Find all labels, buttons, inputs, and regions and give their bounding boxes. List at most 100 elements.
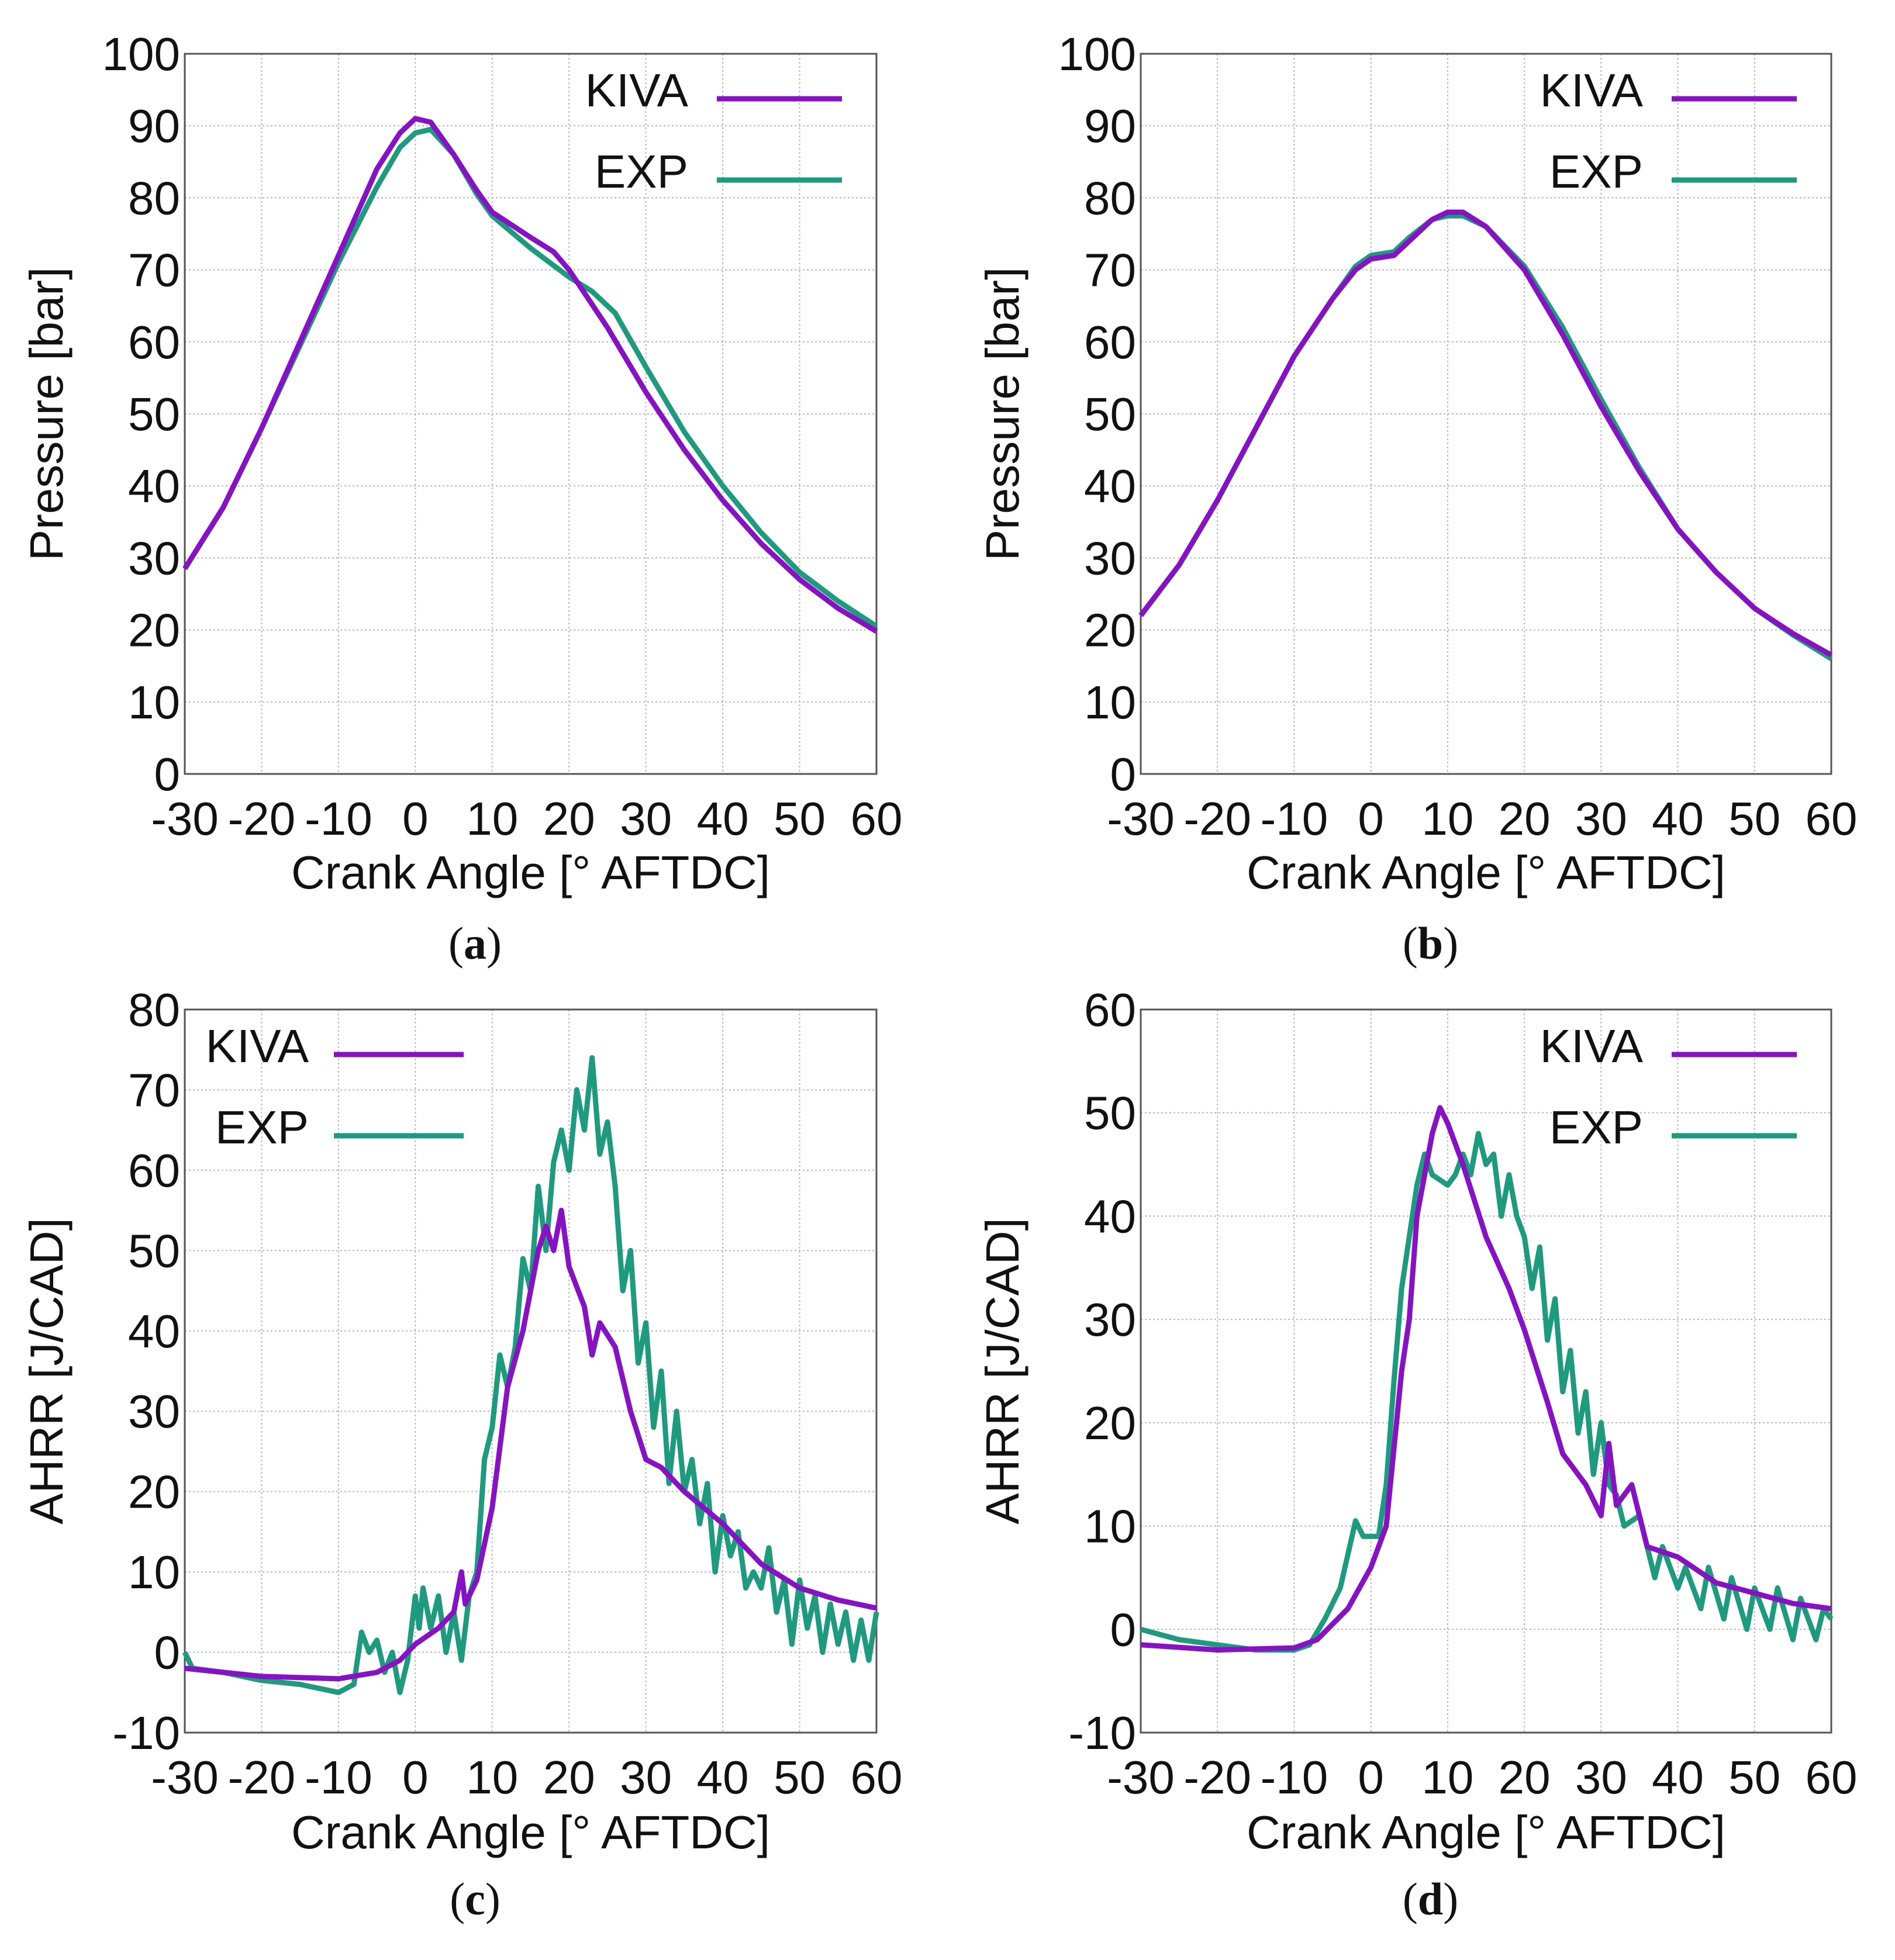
caption-letter: d [1418, 1873, 1443, 1924]
x-tick-label: -20 [1183, 1751, 1251, 1803]
x-tick-label: -10 [1261, 1751, 1328, 1803]
y-tick-label: 100 [1058, 28, 1136, 80]
x-tick-label: 0 [402, 1751, 429, 1803]
caption-letter: b [1418, 918, 1443, 969]
x-tick-label: -30 [1107, 1751, 1175, 1803]
y-tick-label: 70 [128, 244, 180, 296]
x-tick-label: -20 [1183, 793, 1251, 845]
y-tick-label: 0 [1110, 1603, 1137, 1655]
x-tick-label: 40 [697, 793, 749, 845]
x-tick-label: 60 [851, 1751, 903, 1803]
legend-label-kiva: KIVA [1540, 1020, 1644, 1072]
y-tick-label: 60 [128, 1145, 180, 1197]
legend-label-exp: EXP [215, 1101, 309, 1153]
x-tick-label: -20 [228, 793, 296, 845]
y-tick-label: 20 [1084, 1397, 1136, 1449]
y-tick-label: 70 [1084, 244, 1136, 296]
x-tick-label: -30 [151, 793, 219, 845]
y-tick-label: 40 [128, 460, 180, 512]
x-tick-label: -20 [228, 1751, 296, 1803]
legend-label-kiva: KIVA [585, 64, 689, 116]
y-tick-label: 10 [1084, 676, 1136, 728]
y-tick-label: 50 [1084, 388, 1136, 440]
y-tick-label: 40 [1084, 460, 1136, 512]
x-tick-label: 10 [1421, 1751, 1473, 1803]
y-tick-label: 50 [128, 388, 180, 440]
legend-label-exp: EXP [595, 146, 688, 198]
y-tick-label: 30 [128, 1385, 180, 1437]
x-tick-label: 10 [466, 1751, 518, 1803]
y-tick-label: 60 [1084, 316, 1136, 368]
y-tick-label: 80 [1084, 172, 1136, 224]
x-tick-label: 60 [1806, 1751, 1858, 1803]
y-tick-label: 10 [128, 1546, 180, 1598]
series-line-exp [1138, 213, 1833, 661]
x-tick-label: 0 [1358, 1751, 1384, 1803]
x-axis-label: Crank Angle [° AFTDC] [1247, 846, 1725, 898]
y-tick-label: 20 [128, 1466, 180, 1518]
series-line-kiva [1140, 1105, 1832, 1653]
series-line-exp [1140, 1131, 1834, 1653]
y-tick-label: 70 [128, 1064, 180, 1116]
y-axis-label: Pressure [bar] [976, 267, 1028, 561]
x-tick-label: 20 [1499, 1751, 1551, 1803]
x-axis-label: Crank Angle [° AFTDC] [291, 1806, 770, 1858]
subfigure-caption: (d) [1403, 1873, 1458, 1924]
y-tick-label: 80 [128, 172, 180, 224]
x-tick-label: 50 [774, 1751, 826, 1803]
plot-frame [1140, 1008, 1832, 1734]
plot-frame [184, 53, 878, 775]
subfigure-caption: (a) [448, 918, 502, 969]
subfigure-caption: (b) [1403, 918, 1458, 969]
y-axis-label: Pressure [bar] [20, 267, 73, 561]
x-tick-label: 20 [1499, 793, 1551, 845]
x-tick-label: 40 [1652, 1751, 1704, 1803]
plot-frame [184, 1008, 878, 1734]
x-tick-label: 60 [1806, 793, 1858, 845]
y-tick-label: 0 [1110, 748, 1137, 800]
y-axis-label: AHRR [J/CAD] [20, 1218, 73, 1525]
x-tick-label: -10 [305, 1751, 372, 1803]
x-tick-label: 40 [1652, 793, 1704, 845]
x-tick-label: 50 [774, 793, 826, 845]
x-tick-label: -10 [305, 793, 372, 845]
y-tick-label: 30 [1084, 532, 1136, 584]
legend-label-kiva: KIVA [206, 1020, 309, 1072]
x-tick-label: 0 [1358, 793, 1384, 845]
y-tick-label: 20 [128, 604, 180, 656]
x-tick-label: 60 [851, 793, 903, 845]
y-tick-label: 80 [128, 984, 180, 1036]
y-tick-label: 10 [128, 676, 180, 728]
chart-b: -30 -20 -10 0 10 20 30 40 50 60 0 10 20 30 40 50 60 70 80 9… [976, 28, 1857, 969]
y-axis-label: AHRR [J/CAD] [976, 1218, 1028, 1525]
y-tick-label: 90 [128, 100, 180, 152]
y-tick-label: 20 [1084, 604, 1136, 656]
x-tick-label: 50 [1728, 793, 1780, 845]
x-tick-label: 20 [543, 1751, 595, 1803]
plot-frame [1140, 53, 1832, 775]
y-tick-label: 0 [154, 748, 181, 800]
x-tick-label: 10 [1421, 793, 1473, 845]
x-tick-label: -30 [1107, 793, 1175, 845]
y-tick-label: 10 [1084, 1501, 1136, 1553]
legend-label-exp: EXP [1549, 1101, 1643, 1153]
y-tick-label: 100 [102, 28, 180, 80]
chart-d: -30 -20 -10 0 10 20 30 40 50 60-100102030405060KI… [976, 984, 1857, 1924]
y-tick-label: 50 [1084, 1087, 1136, 1139]
y-tick-label: -10 [112, 1707, 180, 1759]
legend-label-kiva: KIVA [1540, 64, 1644, 116]
caption-letter: c [465, 1873, 485, 1924]
y-tick-label: 90 [1084, 100, 1136, 152]
y-tick-label: 40 [128, 1305, 180, 1357]
subfigure-caption: (c) [450, 1873, 500, 1924]
series-line-kiva [182, 116, 878, 634]
x-tick-label: 10 [466, 793, 518, 845]
y-tick-label: 30 [128, 532, 180, 584]
x-tick-label: 50 [1728, 1751, 1780, 1803]
y-tick-label: -10 [1068, 1707, 1136, 1759]
y-tick-label: 0 [154, 1627, 181, 1679]
x-axis-label: Crank Angle [° AFTDC] [1247, 1806, 1725, 1858]
x-tick-label: 20 [543, 793, 595, 845]
y-tick-label: 50 [128, 1225, 180, 1277]
